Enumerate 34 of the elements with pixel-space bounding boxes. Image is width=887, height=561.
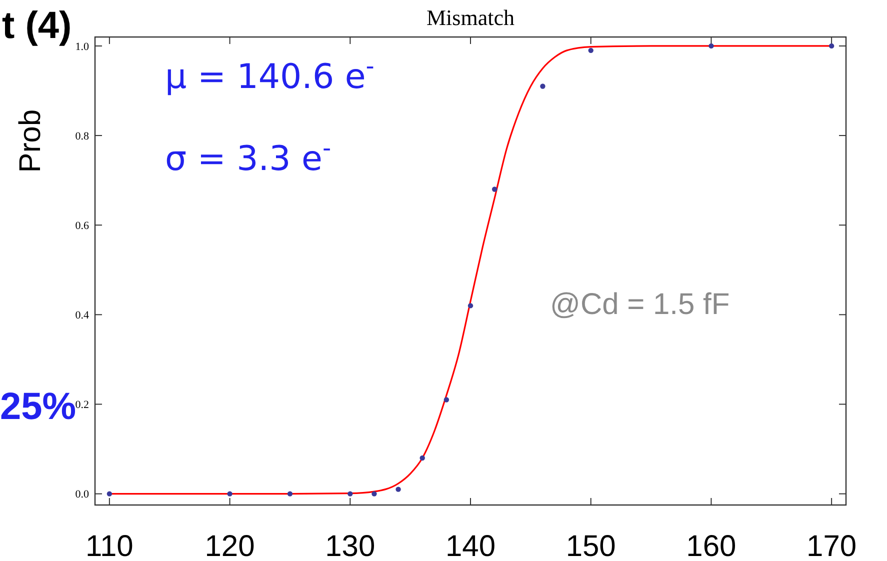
y-tick-label: 0.2 [75, 399, 89, 412]
point [444, 397, 450, 402]
point [708, 43, 714, 49]
annotation: @Cd = 1.5 fF [550, 288, 730, 321]
point [372, 491, 377, 496]
y-tick-label: 1.0 [75, 40, 90, 53]
point [106, 491, 112, 496]
point [540, 84, 546, 89]
y-axis-title: Prob [14, 109, 47, 173]
y-tick-label: 0.4 [75, 310, 90, 322]
x-tick-label: 170 [806, 530, 857, 561]
point [588, 48, 594, 54]
y-tick-label: 0.6 [75, 220, 90, 232]
point [828, 43, 834, 49]
chart-title: Mismatch [426, 5, 514, 30]
text: t (4) [2, 5, 72, 47]
x-tick-label: 160 [686, 530, 736, 561]
point [227, 491, 232, 496]
x-tick-label: 130 [325, 530, 376, 561]
x-tick-label: 120 [204, 530, 255, 561]
y-tick-label: 0.8 [75, 130, 90, 142]
annotation: σ = 3.3 e$^{-}$ [165, 134, 332, 179]
annotation: μ = 140.6 e$^{-}$ [165, 52, 374, 97]
point [420, 455, 425, 461]
text: 25% [0, 386, 76, 428]
point [468, 303, 474, 308]
y-tick-label: 0.0 [75, 488, 90, 501]
x-tick-label: 150 [566, 530, 616, 561]
point [492, 186, 498, 192]
x-tick-label: 110 [86, 530, 134, 561]
x-tick-label: 140 [445, 530, 496, 561]
point [348, 491, 353, 496]
point [287, 491, 293, 496]
point [396, 486, 401, 492]
